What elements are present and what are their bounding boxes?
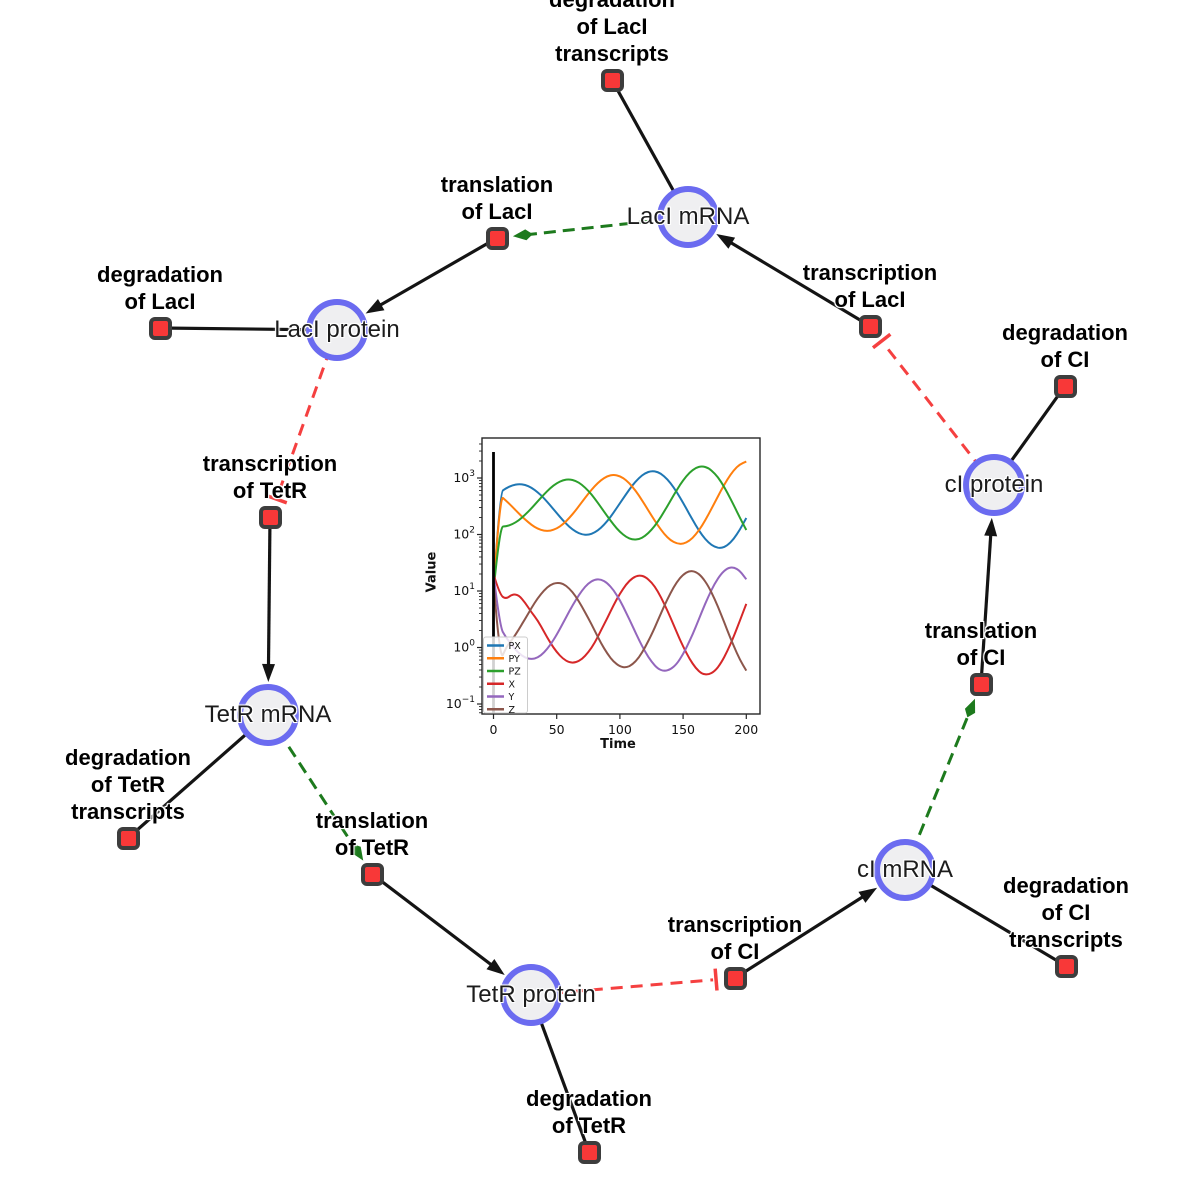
y-tick-label: 100 [453,639,475,655]
reaction-node-transcription-laci [858,314,882,338]
chart-plot-frame [481,437,761,715]
species-label-ci-protein: cI protein [944,471,1044,498]
species-node-ci-mrna [874,839,936,901]
reaction-label-deg-laci-transcripts: degradation of LacI transcripts [549,0,675,66]
chart-series-Z [492,570,748,672]
legend-label-Z: Z [509,705,516,716]
inhibition-tee-icon [871,332,892,350]
inhibition-tee-icon [265,493,288,505]
arrowhead-icon [984,517,998,537]
reaction-label-translation-tetr: translation of TetR [315,808,429,860]
x-tick-label: 50 [549,722,565,737]
legend-label-PZ: PZ [509,667,522,678]
y-tick-label: 103 [453,469,475,485]
edge-translation-tetr--tetr-protein [371,872,505,976]
legend-label-Y: Y [508,692,515,703]
edge-transcription-ci--ci-mrna [734,887,878,980]
chart-xaxis-label: Time [600,737,636,752]
species-label-laci-mrna: LacI mRNA [626,203,750,230]
species-node-tetr-mrna [237,684,299,746]
reaction-label-transcription-ci: transcription of CI [667,912,803,964]
arrowhead-icon [486,958,505,976]
species-node-laci-protein [306,299,368,361]
chart-yaxis-label: Value [424,551,440,593]
reaction-node-transcription-tetr [258,505,282,529]
reaction-node-translation-tetr [360,862,384,886]
species-label-laci-protein: LacI protein [274,316,400,343]
reaction-node-deg-ci-transcripts [1054,954,1078,978]
modifier-arrowhead-icon [964,698,976,718]
inhibition-tee-icon [713,968,719,991]
species-label-tetr-protein: TetR protein [466,981,596,1008]
arrowhead-icon [716,233,736,249]
x-tick-label: 0 [490,722,498,737]
y-tick-label: 102 [453,526,475,542]
legend-label-X: X [509,679,516,690]
arrowhead-icon [262,663,276,683]
x-tick-label: 100 [608,722,632,737]
chart-series-PZ [492,465,748,592]
reaction-label-deg-laci: degradation of LacI [97,262,223,314]
reaction-label-transcription-tetr: transcription of TetR [202,451,338,503]
reaction-node-translation-laci [485,226,509,250]
reaction-label-deg-tetr: degradation of TetR [526,1086,652,1138]
species-node-laci-mrna [657,186,719,248]
arrowhead-icon [365,298,385,314]
reaction-node-deg-laci-transcripts [600,68,624,92]
edge-transcription-laci--laci-mrna [716,233,871,328]
reaction-label-translation-ci: translation of CI [924,618,1038,670]
x-tick-label: 150 [671,722,695,737]
chart-series-X [492,573,748,676]
chart-series-Y [492,566,748,672]
y-tick-label: 10−1 [446,695,475,711]
modifier-arrowhead-icon [512,229,533,241]
reaction-node-translation-ci [969,672,993,696]
reaction-node-deg-laci [148,316,172,340]
species-node-ci-protein [963,454,1025,516]
y-tick-label: 101 [453,582,475,598]
reaction-node-deg-tetr [577,1140,601,1164]
legend-label-PX: PX [509,641,522,652]
reaction-label-deg-ci-transcripts: degradation of CI transcripts [1003,873,1129,952]
arrowhead-icon [858,887,878,903]
legend-label-PY: PY [509,654,521,665]
reaction-node-deg-tetr-transcripts [116,826,140,850]
reaction-label-deg-ci: degradation of CI [1002,320,1128,372]
edge-ci-mrna--deg-ci-transcripts [904,868,1067,968]
legend-box [483,636,528,714]
species-label-tetr-mrna: TetR mRNA [204,701,332,728]
chart-series-PX [492,470,748,592]
modifier-arrowhead-icon [351,843,364,861]
reaction-label-transcription-laci: transcription of LacI [802,260,938,312]
x-tick-label: 200 [734,722,758,737]
edge-transcription-tetr--tetr-mrna [262,516,276,683]
reaction-label-translation-laci: translation of LacI [440,172,554,224]
species-node-tetr-protein [500,964,562,1026]
edge-translation-laci--laci-protein [365,236,498,314]
species-label-ci-mrna: cI mRNA [857,856,953,883]
chart-axes-ticks: 0 50 100 150 200 103 102 101 100 10−1 [446,443,758,737]
reaction-node-transcription-ci [723,966,747,990]
chart-series-PY [492,460,747,592]
edge-translation-ci--ci-protein [979,517,998,685]
reaction-node-deg-ci [1053,374,1077,398]
reaction-label-deg-tetr-transcripts: degradation of TetR transcripts [65,745,191,824]
